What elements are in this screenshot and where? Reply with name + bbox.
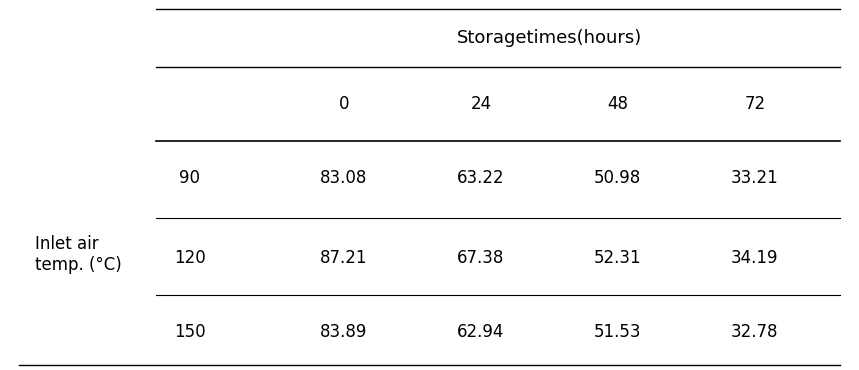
Text: 0: 0 xyxy=(338,95,349,113)
Text: 87.21: 87.21 xyxy=(320,249,368,268)
Text: 63.22: 63.22 xyxy=(457,169,505,186)
Text: 48: 48 xyxy=(607,95,629,113)
Text: 52.31: 52.31 xyxy=(594,249,642,268)
Text: 34.19: 34.19 xyxy=(731,249,778,268)
Text: 120: 120 xyxy=(174,249,205,268)
Text: 83.89: 83.89 xyxy=(320,323,368,341)
Text: 32.78: 32.78 xyxy=(731,323,778,341)
Text: 50.98: 50.98 xyxy=(594,169,642,186)
Text: 72: 72 xyxy=(744,95,765,113)
Text: 90: 90 xyxy=(180,169,200,186)
Text: 24: 24 xyxy=(471,95,491,113)
Text: 33.21: 33.21 xyxy=(731,169,779,186)
Text: Storagetimes(hours): Storagetimes(hours) xyxy=(457,29,642,47)
Text: 67.38: 67.38 xyxy=(457,249,504,268)
Text: 150: 150 xyxy=(174,323,205,341)
Text: 62.94: 62.94 xyxy=(457,323,504,341)
Text: Inlet air
temp. (°C): Inlet air temp. (°C) xyxy=(35,235,122,274)
Text: 51.53: 51.53 xyxy=(594,323,642,341)
Text: 83.08: 83.08 xyxy=(320,169,368,186)
